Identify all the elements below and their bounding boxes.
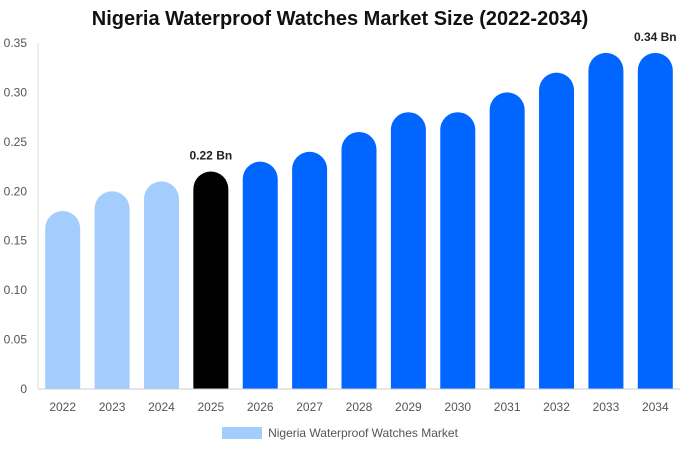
x-tick-label: 2031 xyxy=(494,400,521,414)
x-tick-label: 2033 xyxy=(593,400,620,414)
x-tick-label: 2026 xyxy=(247,400,274,414)
y-tick-label: 0.25 xyxy=(4,135,28,149)
bar-2029 xyxy=(390,112,426,389)
x-tick-label: 2023 xyxy=(99,400,126,414)
bar-2034 xyxy=(637,52,673,390)
bar-2032 xyxy=(539,72,575,390)
bar-2022 xyxy=(45,211,81,389)
y-tick-label: 0.15 xyxy=(4,234,28,248)
data-label-2025: 0.22 Bn xyxy=(190,149,233,163)
bar-chart: 00.050.100.150.200.250.300.35 2022 2023 20… xyxy=(4,30,680,414)
bars xyxy=(45,52,673,390)
bar-2033 xyxy=(588,52,624,390)
legend: Nigeria Waterproof Watches Market xyxy=(0,426,680,440)
bar-2023 xyxy=(94,191,130,389)
x-tick-label: 2028 xyxy=(346,400,373,414)
bar-2027 xyxy=(292,151,328,389)
x-tick-label: 2022 xyxy=(49,400,76,414)
bar-2031 xyxy=(489,92,525,390)
bar-2024 xyxy=(143,181,179,389)
bar-2025 xyxy=(193,171,229,389)
x-tick-label: 2027 xyxy=(296,400,323,414)
x-tick-label: 2025 xyxy=(197,400,224,414)
x-axis: 2022 2023 2024 2025 2026 2027 2028 2029 2030 2031… xyxy=(38,388,680,414)
legend-label: Nigeria Waterproof Watches Market xyxy=(268,426,458,440)
x-tick-label: 2030 xyxy=(444,400,471,414)
x-tick-label: 2034 xyxy=(642,400,669,414)
y-tick-label: 0.05 xyxy=(4,333,28,347)
chart-title: Nigeria Waterproof Watches Market Size (… xyxy=(91,8,589,30)
y-tick-label: 0.10 xyxy=(4,283,28,297)
x-tick-label: 2029 xyxy=(395,400,422,414)
y-tick-label: 0.30 xyxy=(4,85,28,99)
y-tick-label: 0.20 xyxy=(4,184,28,198)
bar-2026 xyxy=(242,161,278,389)
x-tick-label: 2032 xyxy=(543,400,570,414)
bar-2028 xyxy=(341,131,377,389)
bar-2030 xyxy=(440,112,476,389)
x-tick-label: 2024 xyxy=(148,400,175,414)
legend-swatch xyxy=(222,427,263,439)
y-axis: 0 0.05 0.10 0.15 0.20 0.25 0.30 0.35 xyxy=(4,36,39,396)
data-labels: 0.22 Bn 0.34 Bn xyxy=(190,30,677,163)
data-label-2034: 0.34 Bn xyxy=(634,30,677,44)
y-tick-label: 0 xyxy=(20,382,27,396)
y-tick-label: 0.35 xyxy=(4,36,28,50)
